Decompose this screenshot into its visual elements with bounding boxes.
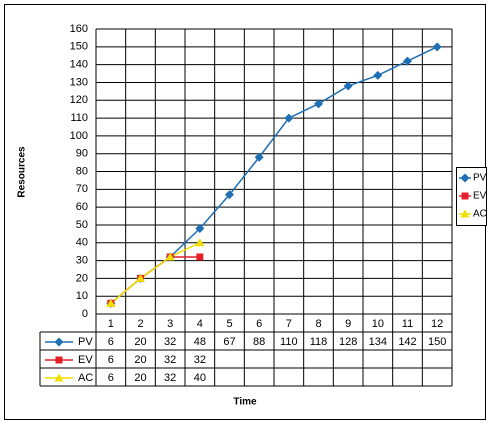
table-cell: 32 [164,372,176,384]
table-cell: 110 [280,336,298,348]
y-tick-label: 130 [70,76,88,88]
x-tick-label: 1 [108,318,114,330]
y-tick-label: 120 [70,94,88,106]
marker [54,337,64,347]
table-cell: 6 [108,372,114,384]
table-cell: 20 [134,336,146,348]
table-cell: 67 [223,336,235,348]
marker [196,253,204,261]
table-cell: 40 [194,372,206,384]
y-tick-label: 80 [76,165,88,177]
marker [195,238,205,247]
marker [136,273,145,282]
marker [165,252,175,261]
x-axis-label: Time [233,397,257,408]
x-tick-label: 7 [286,318,292,330]
y-tick-label: 60 [76,201,88,213]
x-tick-label: 11 [402,318,413,330]
x-tick-label: 5 [226,318,232,330]
x-tick-label: 3 [167,318,173,330]
table-cell: 134 [369,336,387,348]
y-tick-label: 70 [76,183,88,195]
y-tick-label: 90 [76,148,88,160]
table-cell: 48 [194,336,206,348]
y-tick-label: 0 [82,308,88,320]
marker [460,209,470,218]
x-tick-label: 6 [256,318,262,330]
marker [403,56,412,66]
marker [54,373,64,382]
marker [225,190,234,200]
table-cell: 150 [428,336,446,348]
legend-label: AC [473,209,487,220]
table-cell: 20 [134,372,146,384]
marker [343,81,353,91]
y-tick-label: 50 [76,219,88,231]
table-cell: 118 [310,336,328,348]
table-cell: 88 [253,336,265,348]
x-tick-label: 10 [372,318,384,330]
table-cell: 32 [164,336,176,348]
x-tick-label: 4 [197,318,203,330]
table-row-label: PV [78,336,93,348]
y-axis-label: Resources [17,146,28,198]
y-tick-label: 110 [70,112,88,124]
y-tick-label: 160 [70,23,88,35]
marker [284,113,294,123]
table-row-label: AC [78,372,93,384]
marker [461,192,469,200]
marker [314,99,323,109]
marker [195,224,205,233]
y-tick-label: 140 [70,59,88,71]
y-tick-label: 10 [76,290,88,302]
y-tick-label: 40 [76,237,88,249]
marker [254,152,264,162]
table-cell: 142 [398,336,416,348]
table-row-label: EV [78,354,93,366]
y-tick-label: 100 [70,130,88,142]
table-cell: 32 [164,354,176,366]
table-cell: 6 [108,354,114,366]
table-cell: 32 [194,354,206,366]
marker [432,42,442,52]
table-cell: 20 [134,354,146,366]
x-tick-label: 9 [345,318,351,330]
y-tick-label: 150 [70,41,88,53]
legend-label: EV [473,191,487,202]
marker [373,70,383,80]
x-tick-label: 2 [137,318,143,330]
x-tick-label: 8 [315,318,321,330]
table-cell: 128 [339,336,357,348]
y-tick-label: 20 [76,272,88,284]
y-tick-label: 30 [76,254,88,266]
series-line [110,242,201,304]
marker [460,173,470,183]
x-tick-label: 12 [431,318,443,330]
table-cell: 6 [108,336,114,348]
marker [106,298,116,307]
marker [55,356,63,364]
legend-label: PV [473,173,487,184]
